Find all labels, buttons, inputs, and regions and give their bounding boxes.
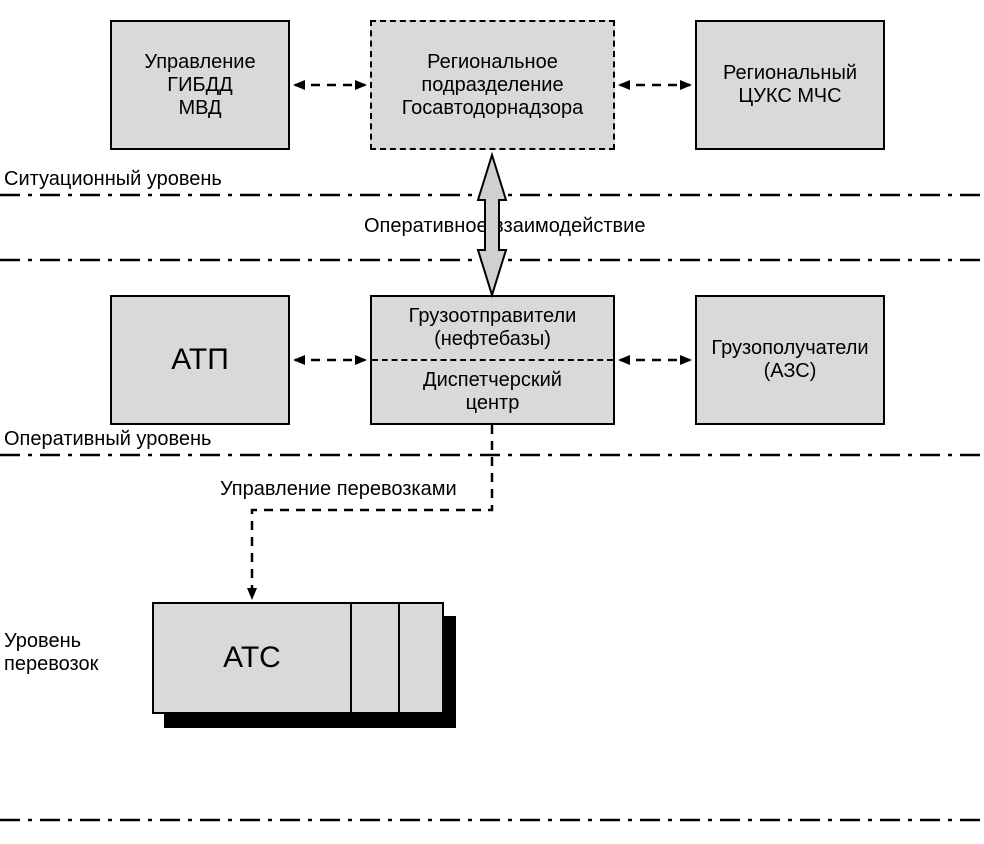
gibdd-line2: ГИБДД [167, 74, 232, 96]
level-situational-label: Ситуационный уровень [4, 168, 222, 191]
transport-label-2: перевозок [4, 653, 98, 675]
ship-line2: (нефтебазы) [434, 328, 551, 350]
gosavtodor-line1: Региональное [427, 51, 558, 73]
ship-line1: Грузоотправители [409, 305, 577, 327]
ats-label: АТС [223, 641, 281, 675]
transport-label-1: Уровень [4, 630, 81, 652]
gibdd-line3: МВД [178, 97, 221, 119]
mchs-line1: Региональный [723, 62, 857, 84]
box-shippers: Грузоотправители (нефтебазы) Диспетчерск… [370, 295, 615, 425]
recv-line2: (АЗС) [764, 360, 817, 382]
gosavtodor-line3: Госавтодорнадзора [402, 97, 584, 119]
box-atp: АТП [110, 295, 290, 425]
box-mchs: Региональный ЦУКС МЧС [695, 20, 885, 150]
interaction-label: Оперативное взаимодействие [362, 215, 647, 238]
box-gibdd: Управление ГИБДД МВД [110, 20, 290, 150]
recv-line1: Грузополучатели [711, 337, 868, 359]
diagram-canvas: Управление ГИБДД МВД Региональное подраз… [0, 0, 984, 844]
box-ats: АТС [152, 602, 352, 714]
disp-line1: Диспетчерский [423, 369, 562, 391]
gosavtodor-line2: подразделение [421, 74, 563, 96]
level-transport-label: Уровень перевозок [4, 630, 98, 676]
gibdd-line1: Управление [144, 51, 255, 73]
atp-label: АТП [171, 343, 229, 377]
transport-mgmt-label: Управление перевозками [220, 478, 457, 501]
box-gosavtodor: Региональное подразделение Госавтодорнад… [370, 20, 615, 150]
level-operational-label: Оперативный уровень [4, 428, 211, 451]
box-receivers: Грузополучатели (АЗС) [695, 295, 885, 425]
mchs-line2: ЦУКС МЧС [738, 85, 841, 107]
disp-line2: центр [466, 392, 520, 414]
